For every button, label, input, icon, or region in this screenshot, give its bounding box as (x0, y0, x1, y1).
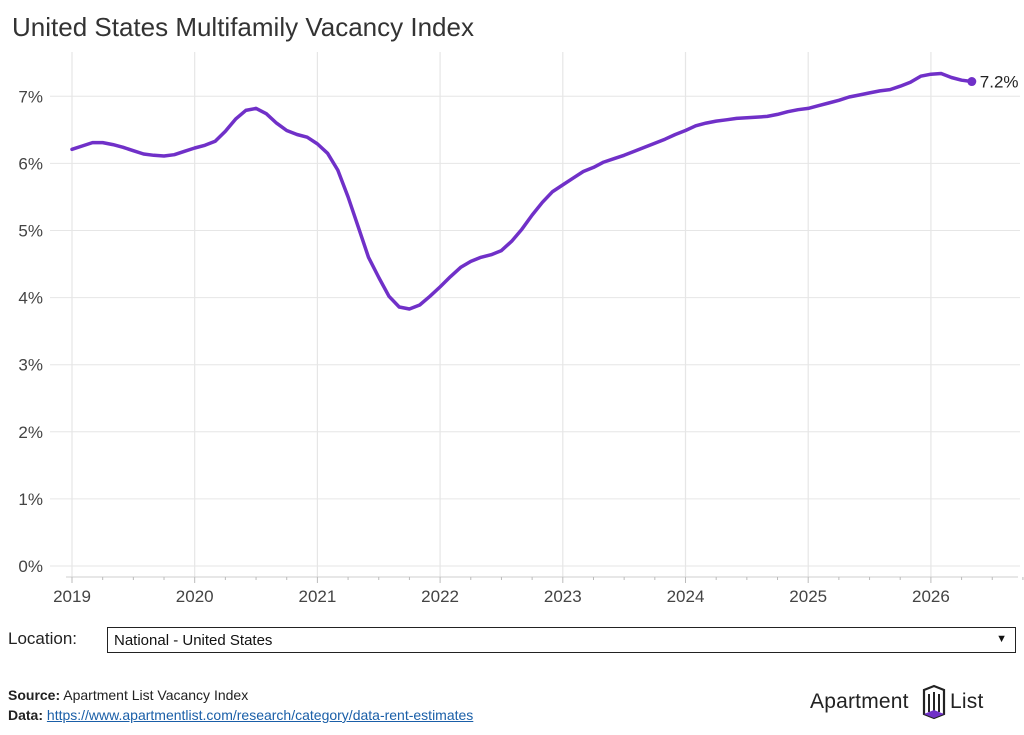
location-filter: Location: National - United States ▼ (8, 627, 1018, 655)
x-tick-label: 2023 (544, 587, 582, 606)
chart-footer: Source: Apartment List Vacancy Index Dat… (8, 685, 473, 725)
logo-word-apartment: Apartment (810, 690, 909, 713)
y-tick-label: 7% (18, 87, 43, 106)
location-label: Location: (8, 629, 77, 648)
y-tick-label: 4% (18, 289, 43, 308)
y-tick-label: 0% (18, 557, 43, 576)
location-select[interactable]: National - United States ▼ (107, 627, 1016, 653)
x-tick-label: 2019 (53, 587, 91, 606)
source-line: Source: Apartment List Vacancy Index (8, 685, 473, 705)
chevron-down-icon: ▼ (996, 633, 1007, 645)
series-end-label: 7.2% (980, 73, 1019, 92)
x-tick-label: 2020 (176, 587, 214, 606)
y-tick-label: 1% (18, 490, 43, 509)
x-tick-label: 2024 (667, 587, 705, 606)
series-end-point (967, 77, 977, 87)
data-source-link[interactable]: https://www.apartmentlist.com/research/c… (46, 707, 474, 723)
x-tick-label: 2025 (789, 587, 827, 606)
source-value: Apartment List Vacancy Index (60, 687, 249, 703)
x-tick-label: 2026 (912, 587, 950, 606)
data-label: Data: (8, 707, 44, 723)
x-axis: 2019 2020 2021 2022 2023 2024 2025 2026 (53, 576, 1024, 606)
data-line: Data: https://www.apartmentlist.com/rese… (8, 705, 473, 725)
y-tick-label: 3% (18, 356, 43, 375)
x-tick-label: 2022 (421, 587, 459, 606)
page-title: United States Multifamily Vacancy Index (12, 12, 474, 42)
x-tick-label: 2021 (298, 587, 336, 606)
y-tick-label: 2% (18, 423, 43, 442)
y-tick-label: 5% (18, 222, 43, 241)
logo-word-list: List (950, 690, 984, 713)
location-selected-value: National - United States (114, 632, 273, 649)
source-label: Source: (8, 687, 61, 703)
series-group: 7.2% (70, 71, 1019, 311)
grid-lines (50, 52, 1020, 577)
y-axis-ticks: 0% 1% 2% 3% 4% 5% 6% 7% (18, 87, 43, 576)
apartment-list-logo-icon (922, 684, 946, 720)
vacancy-line-chart: 0% 1% 2% 3% 4% 5% 6% 7% 2019 2020 2021 2022 2023 202… (18, 52, 1024, 606)
y-tick-label: 6% (18, 154, 43, 173)
series-line (70, 71, 974, 311)
